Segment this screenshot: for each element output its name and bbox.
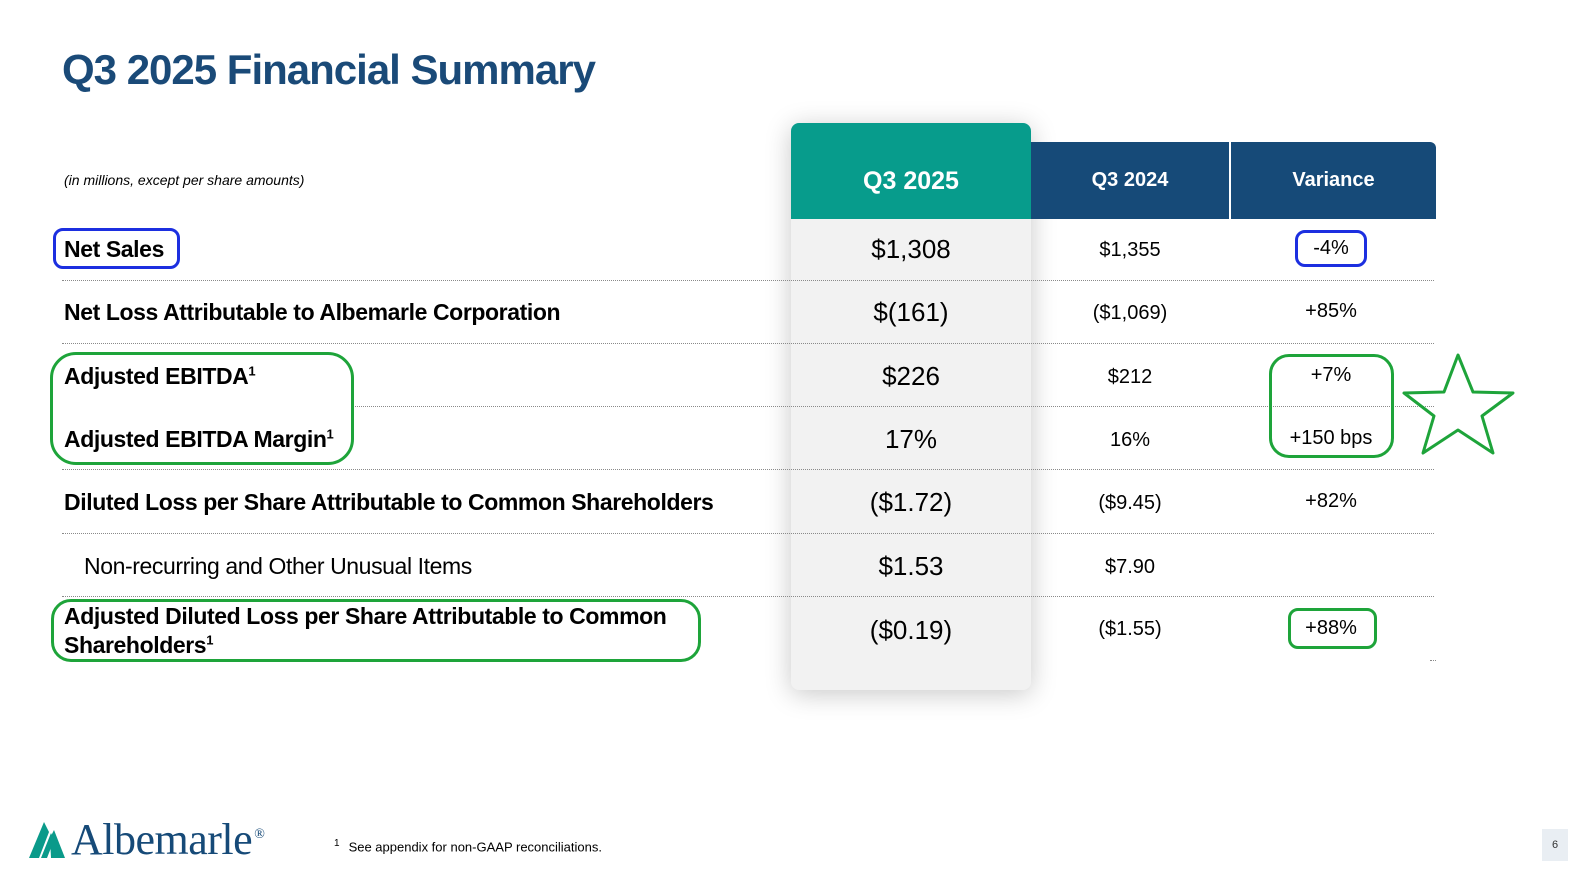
ebitda-labels-highlight-oval (50, 352, 354, 465)
value-variance: -4% (1313, 237, 1349, 259)
units-note: (in millions, except per share amounts) (64, 172, 305, 188)
net-sales-variance-highlight-box (1295, 230, 1367, 267)
value-q3-2025: $1.53 (878, 551, 944, 581)
page-number: 6 (1542, 829, 1568, 861)
row-label: Net Sales (64, 236, 164, 262)
adjusted-eps-label-highlight-oval (51, 599, 701, 662)
adjusted-eps-variance-highlight-box (1288, 608, 1377, 649)
value-variance: +85% (1305, 300, 1357, 322)
row-label: Adjusted EBITDA Margin1 (64, 426, 334, 452)
value-variance: +88% (1305, 617, 1357, 639)
row-label: Adjusted Diluted Loss per Share Attribut… (64, 603, 667, 658)
albemarle-logo: Albemarle ® (27, 814, 265, 864)
albemarle-mark-icon (29, 822, 65, 858)
value-q3-2024: $212 (1107, 366, 1153, 388)
footnote-marker: 1 (206, 632, 214, 648)
row-label: Net Loss Attributable to Albemarle Corpo… (64, 299, 561, 325)
value-q3-2024: ($1.55) (1098, 618, 1162, 640)
footnote-text: See appendix for non-GAAP reconciliation… (348, 839, 602, 855)
header-q3-2024: Q3 2024 (1031, 142, 1229, 219)
footnote: 1 See appendix for non-GAAP reconciliatio… (334, 838, 602, 854)
net-sales-highlight-box (53, 228, 180, 269)
value-q3-2024: ($9.45) (1098, 492, 1162, 514)
value-q3-2025: $1,308 (871, 234, 951, 264)
value-variance: +82% (1305, 490, 1357, 512)
row-label: Adjusted EBITDA1 (64, 363, 256, 389)
value-q3-2025: $226 (882, 361, 940, 391)
header-variance: Variance (1231, 142, 1436, 219)
value-q3-2024: $1,355 (1099, 239, 1161, 261)
value-q3-2025: $(161) (873, 297, 949, 327)
row-divider (62, 280, 1434, 281)
row-divider (62, 533, 1434, 534)
footnote-marker: 1 (326, 426, 334, 442)
row-label: Diluted Loss per Share Attributable to C… (64, 489, 714, 515)
value-q3-2025: ($1.72) (869, 487, 953, 517)
footnote-marker: 1 (334, 838, 340, 849)
row-label: Non-recurring and Other Unusual Items (84, 553, 472, 579)
value-q3-2024: ($1,069) (1092, 302, 1168, 324)
value-q3-2024: 16% (1109, 429, 1151, 451)
row-divider (62, 469, 1434, 470)
value-q3-2025: ($0.19) (869, 615, 953, 645)
value-variance: +150 bps (1289, 427, 1373, 449)
row-divider (1430, 660, 1436, 661)
page-title: Q3 2025 Financial Summary (62, 46, 596, 93)
row-divider (62, 596, 1434, 597)
value-variance: +7% (1310, 364, 1352, 386)
value-q3-2024: $7.90 (1104, 556, 1156, 578)
header-q3-2025: Q3 2025 (791, 123, 1031, 219)
star-icon (1402, 353, 1515, 455)
ebitda-variance-highlight-oval (1269, 354, 1394, 458)
value-q3-2025: 17% (884, 424, 938, 454)
header-separator (1229, 142, 1231, 219)
row-divider (352, 406, 1434, 407)
row-divider (62, 343, 1434, 344)
footnote-marker: 1 (248, 363, 256, 379)
